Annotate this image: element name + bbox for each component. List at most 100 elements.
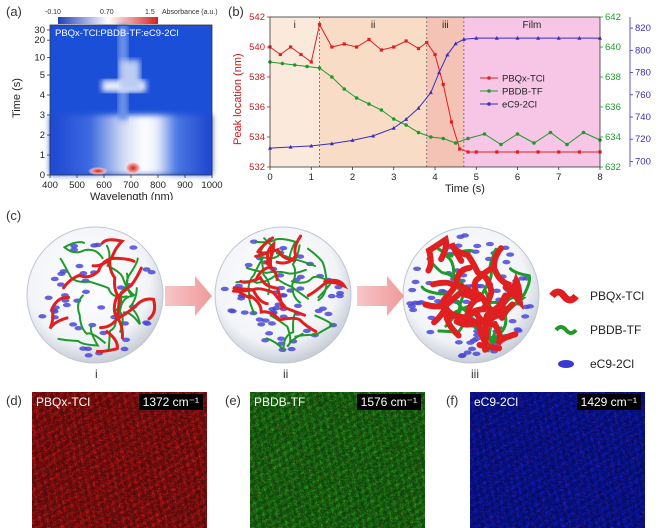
acceptor-molecule: [336, 290, 345, 296]
legend-label: PBQx-TCl: [502, 74, 545, 85]
data-point: [305, 64, 309, 69]
panel-label-e: (e): [225, 393, 241, 408]
panel-label-d: (d): [6, 393, 22, 408]
acceptor-molecule: [261, 318, 270, 323]
data-point: [317, 66, 322, 70]
polymer-chain: [232, 287, 306, 317]
polymer-chain: [112, 266, 143, 340]
polymer-chain: [62, 241, 104, 260]
data-point: [278, 52, 282, 57]
x-tick-label: 5: [474, 172, 479, 183]
acceptor-molecule: [74, 325, 83, 331]
peak-location-chart: i ii iii Film 0 1 2 3 4 5 6 7 853253453653854054263…: [232, 12, 651, 195]
map-title: PBDB-TF: [254, 395, 306, 409]
acceptor-molecule: [462, 299, 471, 305]
map-title: PBQx-TCl: [36, 395, 90, 409]
map-wavenumber: 1429 cm⁻¹: [576, 394, 641, 410]
y-tick-label: 20: [34, 35, 45, 46]
y-left-tick-label: 534: [249, 132, 265, 143]
acceptor-molecule: [293, 303, 302, 308]
acceptor-molecule: [84, 346, 93, 352]
heatmap-hotspot: [124, 161, 142, 175]
data-point: [433, 52, 437, 57]
data-point: [404, 117, 409, 121]
y-right-outer-tick-label: 700: [635, 156, 651, 167]
data-point: [425, 40, 429, 45]
acceptor-molecule: [257, 322, 266, 327]
data-point: [474, 150, 478, 154]
acceptor-molecule: [521, 314, 530, 319]
y-right-inner-tick-label: 642: [605, 12, 621, 23]
x-tick-label: 900: [177, 180, 193, 191]
chart-axes: 0 1 2 3 4 5 6 7 8 532 534 536 538 540 542 632 634 636 638 6…: [249, 12, 651, 183]
y-right-outer-tick-label: 760: [635, 90, 651, 101]
acceptor-molecule: [463, 350, 472, 355]
acceptor-molecule: [220, 286, 229, 292]
acceptor-molecule: [472, 336, 481, 342]
data-point: [330, 45, 334, 49]
raman-map-image: [470, 392, 645, 528]
acceptor-molecule: [279, 245, 288, 251]
raman-map-image: [32, 392, 207, 528]
data-point: [515, 150, 520, 154]
data-point: [548, 130, 553, 135]
data-point: [379, 48, 383, 52]
data-point: [288, 144, 293, 149]
data-point: [367, 37, 371, 42]
acceptor-molecule: [324, 311, 333, 317]
data-point: [329, 141, 334, 146]
acceptor-molecule: [508, 319, 517, 324]
transition-arrow: [165, 276, 212, 316]
acceptor-molecule: [265, 331, 274, 336]
data-point: [391, 117, 396, 121]
acceptor-molecule: [427, 295, 436, 300]
data-point: [350, 138, 355, 142]
colorbar: [58, 17, 158, 24]
y-tick-label: 30: [34, 25, 45, 36]
polymer-chain: [294, 314, 335, 338]
legend-marker: [487, 89, 491, 93]
acceptor-molecule: [62, 302, 71, 308]
y-tick-label: 5: [40, 70, 45, 81]
acceptor-molecule: [302, 328, 311, 334]
phase-label: ii: [371, 20, 375, 31]
polymer-chain: [425, 234, 450, 274]
data-point: [391, 125, 396, 130]
acceptor-molecule: [413, 266, 422, 271]
stage-label: i: [95, 367, 98, 381]
data-point: [536, 35, 541, 40]
acceptor-molecule: [472, 351, 481, 357]
data-point: [445, 52, 450, 57]
y-tick-label: 2: [40, 130, 45, 141]
polymer-chain: [59, 257, 128, 298]
data-point: [449, 120, 454, 124]
polymer-chain: [122, 287, 141, 325]
data-point: [441, 82, 445, 87]
data-point: [532, 141, 536, 145]
y-right-inner-tick-label: 640: [605, 42, 621, 53]
data-point: [280, 61, 285, 66]
data-point: [416, 130, 421, 135]
y-right-inner-tick-label: 634: [605, 132, 621, 143]
x-tick-label: 400: [42, 180, 58, 191]
data-point: [474, 35, 479, 40]
acceptor-molecule: [142, 267, 151, 272]
y-axis-left-label: Peak location (nm): [232, 53, 244, 145]
y-left-tick-label: 538: [249, 72, 265, 83]
x-tick-label: 600: [96, 180, 112, 191]
acceptor-molecule: [492, 288, 501, 294]
acceptor-molecule: [267, 321, 276, 326]
data-point: [416, 46, 421, 51]
acceptor-molecule: [287, 346, 296, 352]
x-tick-label: 7: [556, 172, 561, 183]
legend-marker: [487, 76, 491, 80]
y-right-outer-tick-label: 820: [635, 23, 651, 34]
polymer-chain: [48, 295, 71, 330]
acceptor-molecule: [426, 329, 435, 335]
acceptor-molecule: [147, 270, 156, 275]
y-left-tick-label: 532: [249, 162, 265, 173]
y-right-outer-tick-label: 800: [635, 45, 651, 56]
x-tick-label: 2: [350, 172, 355, 183]
acceptor-molecule: [84, 353, 93, 358]
